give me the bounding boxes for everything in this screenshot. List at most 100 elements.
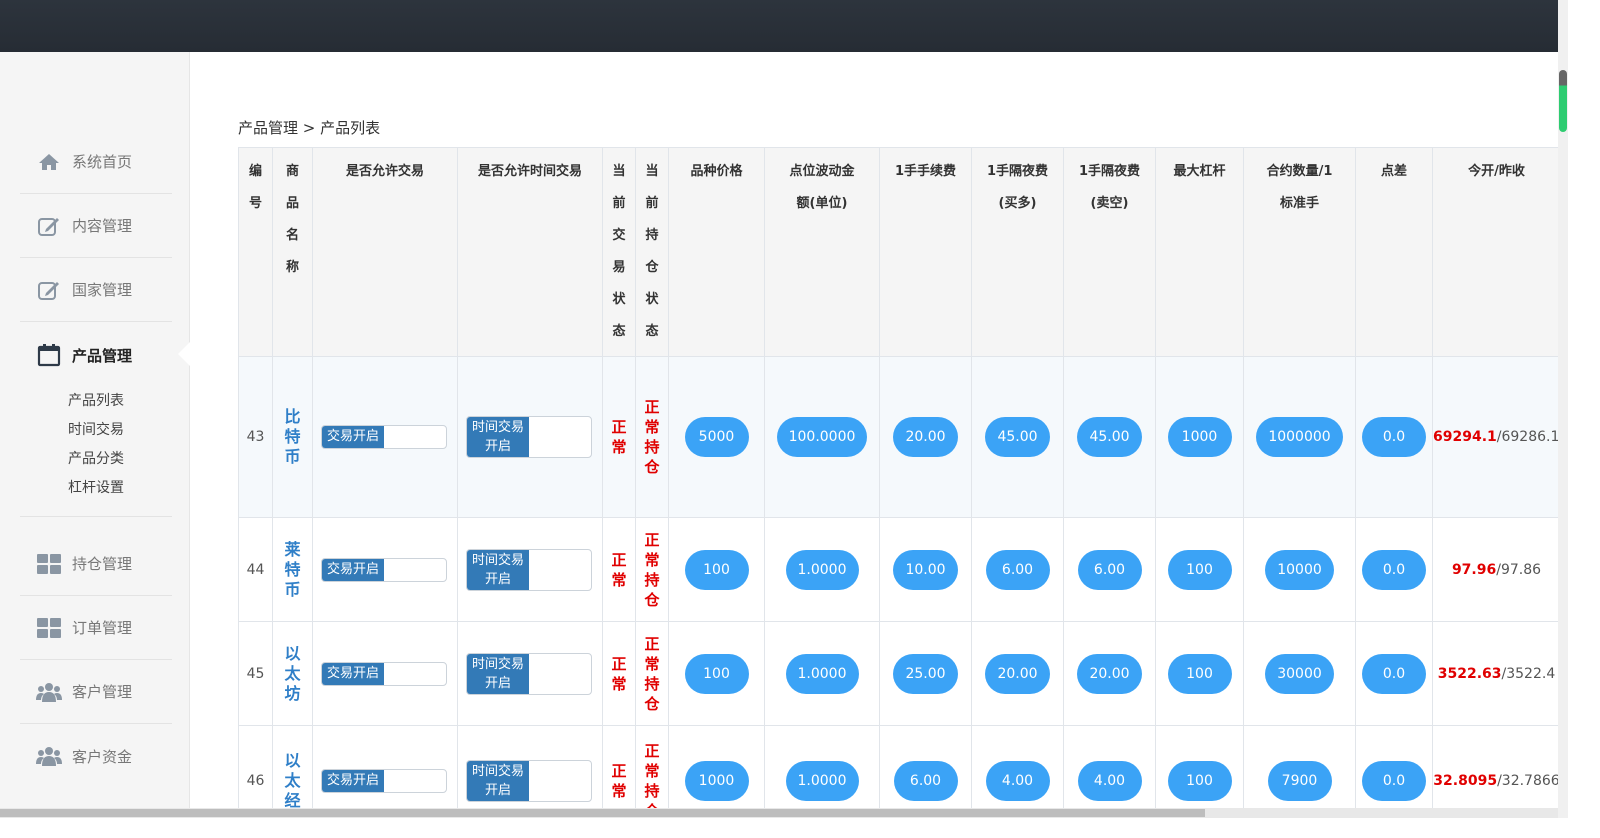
trade-toggle[interactable]: 交易开启 (321, 768, 447, 793)
position-status: 正常持仓 (644, 634, 660, 713)
horizontal-scrollbar-thumb[interactable] (0, 809, 1205, 817)
product-id: 43 (238, 356, 273, 518)
sidebar-item-1[interactable]: 系统首页 (20, 130, 172, 194)
spread-button[interactable]: 0.0 (1362, 549, 1426, 590)
time-trade-toggle[interactable]: 时间交易开启 (466, 548, 592, 591)
spread-button[interactable]: 0.0 (1362, 417, 1426, 457)
sidebar-item-8[interactable]: 客户资金 (20, 724, 172, 788)
trade-toggle[interactable]: 交易开启 (321, 661, 447, 686)
contract-button[interactable]: 1000000 (1256, 417, 1343, 457)
grid-icon (36, 616, 62, 640)
product-id: 44 (238, 517, 273, 622)
sidebar-subitem[interactable]: 产品列表 (68, 393, 124, 409)
overnight-sell-button[interactable]: 6.00 (1077, 549, 1142, 590)
vertical-scrollbar[interactable] (1558, 0, 1568, 838)
top-bar (0, 0, 1558, 52)
sidebar-item-label: 订单管理 (72, 619, 133, 637)
overnight-buy-button[interactable]: 20.00 (985, 653, 1050, 694)
contract-button[interactable]: 7900 (1267, 760, 1332, 801)
fee-button[interactable]: 20.00 (893, 417, 958, 457)
table-row: 43 比特币 交易开启 时间交易开启 正常 正常持仓 5000 100.0000 20… (238, 356, 1558, 518)
fee-button[interactable]: 10.00 (893, 549, 958, 590)
sidebar-item-3[interactable]: 国家管理 (20, 258, 172, 322)
close-price: 3522.4 (1506, 665, 1556, 682)
product-name[interactable]: 莱特币 (284, 539, 301, 599)
price-button[interactable]: 100 (684, 549, 749, 590)
overnight-buy-button[interactable]: 4.00 (985, 760, 1050, 801)
overnight-buy-button[interactable]: 45.00 (985, 417, 1050, 457)
column-header: 点位波动金额(单位) (764, 147, 880, 357)
product-name[interactable]: 以太坊 (284, 643, 301, 703)
users-icon (36, 680, 62, 704)
price-button[interactable]: 1000 (684, 760, 749, 801)
product-id: 46 (238, 725, 273, 808)
position-status: 正常持仓 (644, 530, 660, 609)
position-status: 正常持仓 (644, 398, 660, 476)
vertical-scrollbar-thumb[interactable] (1559, 70, 1567, 132)
sidebar-item-label: 持仓管理 (72, 555, 133, 573)
column-header: 当前交易状态 (602, 147, 636, 357)
trade-toggle[interactable]: 交易开启 (321, 557, 447, 582)
trade-status: 正常 (611, 418, 627, 456)
leverage-button[interactable]: 100 (1167, 653, 1232, 694)
column-header: 最大杠杆 (1155, 147, 1244, 357)
calendar-icon (36, 343, 62, 367)
active-indicator (178, 342, 190, 366)
fee-button[interactable]: 25.00 (893, 653, 958, 694)
contract-button[interactable]: 10000 (1265, 549, 1334, 590)
overnight-sell-button[interactable]: 45.00 (1077, 417, 1142, 457)
price-button[interactable]: 5000 (684, 417, 749, 457)
edit-icon (36, 214, 62, 238)
leverage-button[interactable]: 100 (1167, 760, 1232, 801)
product-name[interactable]: 以太经 (284, 750, 301, 809)
table-row: 46 以太经 交易开启 时间交易开启 正常 正常持仓 1000 1.0000 6.00… (238, 725, 1558, 809)
open-price: 3522.63 (1437, 665, 1502, 682)
sidebar-item-label: 系统首页 (72, 153, 133, 171)
product-name[interactable]: 比特币 (284, 407, 301, 466)
column-header: 合约数量/1标准手 (1243, 147, 1356, 357)
trade-status: 正常 (611, 654, 627, 693)
column-header: 商品名称 (272, 147, 313, 357)
leverage-button[interactable]: 1000 (1167, 417, 1232, 457)
tick-value-button[interactable]: 1.0000 (785, 549, 859, 590)
breadcrumb: 产品管理 > 产品列表 (238, 119, 381, 137)
spread-button[interactable]: 0.0 (1362, 653, 1426, 694)
time-trade-toggle[interactable]: 时间交易开启 (466, 416, 592, 458)
tick-value-button[interactable]: 100.0000 (776, 417, 868, 457)
time-trade-toggle[interactable]: 时间交易开启 (466, 759, 592, 802)
table-row: 44 莱特币 交易开启 时间交易开启 正常 正常持仓 100 1.0000 10.00… (238, 517, 1558, 622)
column-header: 品种价格 (668, 147, 765, 357)
open-price: 69294.1 (1433, 429, 1497, 445)
spread-button[interactable]: 0.0 (1362, 760, 1426, 801)
sidebar-item-label: 客户管理 (72, 683, 133, 701)
trade-toggle[interactable]: 交易开启 (321, 425, 447, 449)
sidebar-subitem[interactable]: 产品分类 (68, 451, 124, 467)
price-button[interactable]: 100 (684, 653, 749, 694)
sidebar-item-6[interactable]: 订单管理 (20, 596, 172, 660)
leverage-button[interactable]: 100 (1167, 549, 1232, 590)
tick-value-button[interactable]: 1.0000 (785, 653, 859, 694)
product-table: 编号 商品名称 是否允许交易 是否允许时间交易 当前交易状态 当前持仓状态 品种价格 点位波动… (238, 147, 1558, 808)
overnight-sell-button[interactable]: 4.00 (1077, 760, 1142, 801)
fee-button[interactable]: 6.00 (893, 760, 958, 801)
sidebar-item-label: 国家管理 (72, 281, 133, 299)
overnight-sell-button[interactable]: 20.00 (1077, 653, 1142, 694)
sidebar-item-2[interactable]: 内容管理 (20, 194, 172, 258)
users-icon (36, 744, 62, 768)
sidebar-item-label: 产品管理 (72, 346, 133, 365)
table-row: 45 以太坊 交易开启 时间交易开启 正常 正常持仓 100 1.0000 25.00… (238, 621, 1558, 726)
column-header: 是否允许交易 (312, 147, 458, 357)
sidebar-item-4[interactable]: 产品管理 (20, 323, 172, 387)
sidebar-item-5[interactable]: 持仓管理 (20, 532, 172, 596)
sidebar-item-7[interactable]: 客户管理 (20, 660, 172, 724)
product-table-container: 编号 商品名称 是否允许交易 是否允许时间交易 当前交易状态 当前持仓状态 品种价格 点位波动… (238, 147, 1558, 808)
sidebar-subitem[interactable]: 杠杆设置 (68, 480, 124, 496)
column-header: 1手隔夜费(买多) (971, 147, 1064, 357)
trade-status: 正常 (611, 761, 627, 800)
tick-value-button[interactable]: 1.0000 (785, 760, 859, 801)
contract-button[interactable]: 30000 (1265, 653, 1334, 694)
time-trade-toggle[interactable]: 时间交易开启 (466, 652, 592, 695)
overnight-buy-button[interactable]: 6.00 (985, 549, 1050, 590)
close-price: 69286.19 (1501, 429, 1558, 445)
sidebar-subitem[interactable]: 时间交易 (68, 422, 124, 438)
